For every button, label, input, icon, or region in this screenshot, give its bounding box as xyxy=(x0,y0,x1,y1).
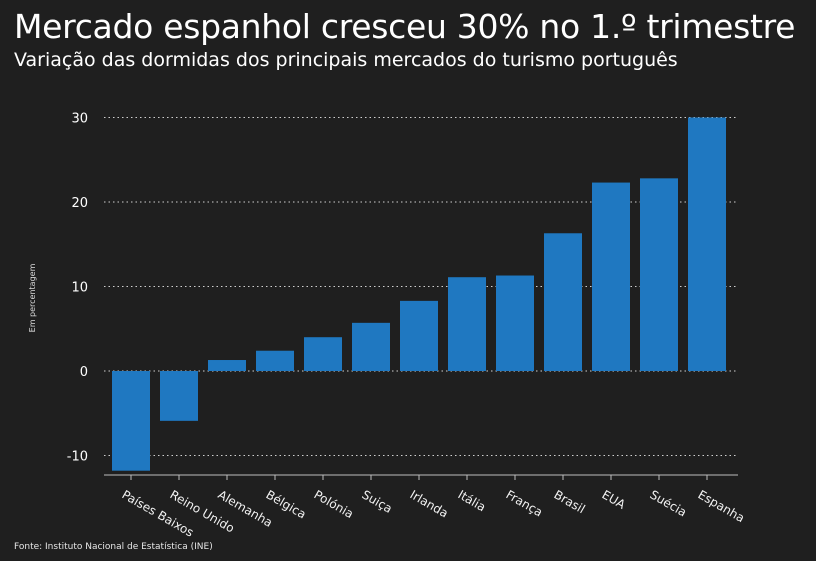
x-tick-label: Polónia xyxy=(312,487,356,521)
x-tick-label: Suécia xyxy=(648,487,690,519)
bar xyxy=(112,371,150,471)
x-tick-label: EUA xyxy=(600,487,629,512)
bar-layer xyxy=(112,117,726,471)
source-note: Fonte: Instituto Nacional de Estatística… xyxy=(14,542,213,552)
bar xyxy=(544,233,582,371)
y-tick-label: -10 xyxy=(67,450,88,465)
bar xyxy=(208,360,246,371)
y-axis-label: Em percentagem xyxy=(28,263,37,332)
y-tick-label: 20 xyxy=(71,196,88,211)
bar xyxy=(400,300,438,371)
bar xyxy=(496,275,534,371)
bar xyxy=(688,117,726,371)
y-tick-label: 10 xyxy=(71,281,88,296)
bar xyxy=(448,277,486,371)
bar xyxy=(304,337,342,371)
x-tick-label: Itália xyxy=(456,487,489,514)
x-tick-label: França xyxy=(504,487,546,519)
x-tick-label: Brasil xyxy=(552,487,588,516)
x-tick-label: Espanha xyxy=(696,487,747,525)
bar xyxy=(160,371,198,421)
bar xyxy=(352,322,390,371)
bar xyxy=(640,178,678,371)
bar xyxy=(256,350,294,371)
bar xyxy=(592,182,630,371)
y-tick-label: 30 xyxy=(71,112,88,127)
x-tick-label: Irlanda xyxy=(408,487,451,520)
x-tick-label: Suiça xyxy=(360,487,395,515)
chart-title: Mercado espanhol cresceu 30% no 1.º trim… xyxy=(14,7,796,46)
y-tick-label: 0 xyxy=(80,365,88,380)
chart-subtitle: Variação das dormidas dos principais mer… xyxy=(14,49,678,71)
